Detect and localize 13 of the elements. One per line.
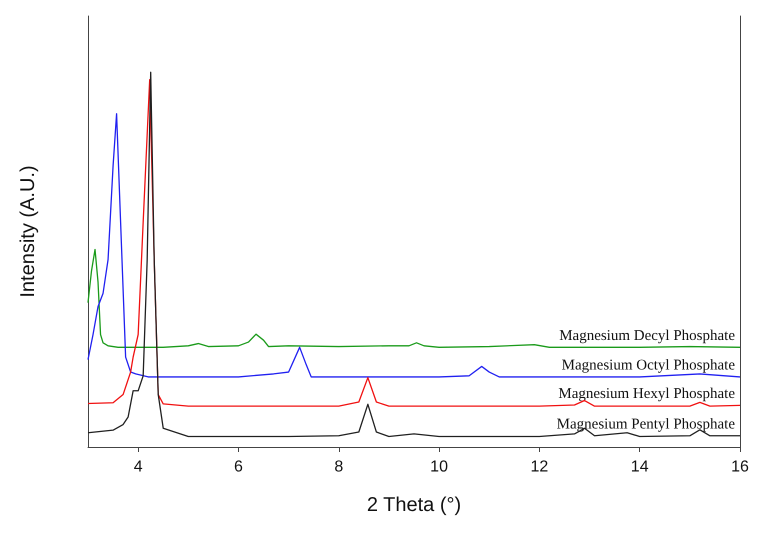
y-axis-title: Intensity (A.U.) <box>17 165 39 298</box>
series-label: Magnesium Hexyl Phosphate <box>558 386 736 402</box>
x-tick-label: 16 <box>731 458 749 476</box>
x-axis-title: 2 Theta (°) <box>366 494 462 516</box>
series-label: Magnesium Pentyl Phosphate <box>556 416 736 432</box>
x-tick-label: 10 <box>430 458 448 476</box>
x-tick-label: 12 <box>530 458 548 476</box>
series-label: Magnesium Decyl Phosphate <box>559 328 736 344</box>
x-tick-label: 6 <box>234 458 244 476</box>
series-label: Magnesium Octyl Phosphate <box>562 357 736 374</box>
x-tick-label: 8 <box>334 458 344 476</box>
x-tick-label: 4 <box>134 458 143 476</box>
x-tick-label: 14 <box>630 458 649 476</box>
